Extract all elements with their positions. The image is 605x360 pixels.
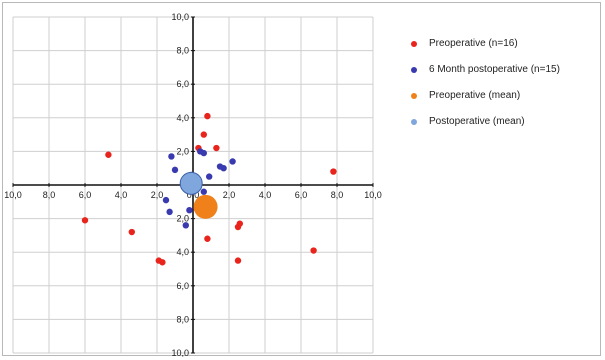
x-tick-label: 10,0 xyxy=(4,190,22,200)
x-tick-label: 4,0 xyxy=(115,190,128,200)
y-tick-label: 2,0 xyxy=(176,146,189,156)
chart-frame: 10,0 8,0 6,0 4,0 2,0 0,0 2,0 4,0 6,0 8,0 10,0 10,0 8… xyxy=(2,2,601,357)
scatter-plot: 10,0 8,0 6,0 4,0 2,0 0,0 2,0 4,0 6,0 8,0 10,0 10,0 8… xyxy=(4,12,382,357)
point-preoperative xyxy=(213,144,220,152)
legend-item-postoperative-6-month: 6 Month postoperative (n=15) xyxy=(411,63,601,83)
legend-marker-preoperative-mean xyxy=(411,93,417,99)
point-postoperative-6-month xyxy=(200,149,207,157)
point-preoperative xyxy=(204,112,211,120)
y-tick-label: 6,0 xyxy=(176,281,189,291)
point-postoperative-6-month xyxy=(171,166,179,174)
x-tick-label: 8,0 xyxy=(43,190,56,200)
point-postoperative-mean xyxy=(179,171,203,195)
y-tick-label: 8,0 xyxy=(176,46,189,56)
y-tick-label: 4,0 xyxy=(176,113,189,123)
legend-item-postoperative-mean: Postoperative (mean) xyxy=(411,115,601,135)
point-preoperative xyxy=(105,151,112,158)
y-tick-label: 6,0 xyxy=(176,79,189,89)
point-postoperative-6-month xyxy=(206,173,213,180)
point-preoperative xyxy=(310,247,317,254)
point-postoperative-6-month xyxy=(229,158,236,165)
point-preoperative xyxy=(200,131,207,138)
point-postoperative-6-month xyxy=(166,208,173,216)
point-postoperative-6-month xyxy=(162,196,170,204)
point-postoperative-6-month xyxy=(182,222,189,229)
point-preoperative xyxy=(330,168,337,175)
legend: Preoperative (n=16) 6 Month postoperativ… xyxy=(411,37,601,141)
point-preoperative-mean xyxy=(193,194,218,219)
point-postoperative-6-month xyxy=(186,207,193,214)
legend-label: Postoperative (mean) xyxy=(429,116,525,127)
y-tick-label: 4,0 xyxy=(176,247,189,257)
legend-label: 6 Month postoperative (n=15) xyxy=(429,64,560,75)
point-preoperative xyxy=(234,257,242,264)
x-tick-label: 2,0 xyxy=(223,190,236,200)
data-points xyxy=(81,112,337,266)
point-preoperative xyxy=(81,217,89,224)
legend-label: Preoperative (mean) xyxy=(429,90,521,101)
legend-marker-postoperative-6-month xyxy=(411,67,417,73)
point-preoperative xyxy=(128,228,135,236)
point-preoperative xyxy=(204,235,211,242)
x-tick-label: 4,0 xyxy=(259,190,272,200)
point-postoperative-6-month xyxy=(168,153,175,160)
x-tick-label: 0,0 xyxy=(187,190,200,200)
x-tick-label: 6,0 xyxy=(295,190,308,200)
legend-marker-preoperative xyxy=(411,41,417,47)
legend-item-preoperative-mean: Preoperative (mean) xyxy=(411,89,601,109)
tick-labels: 10,0 8,0 6,0 4,0 2,0 0,0 2,0 4,0 6,0 8,0 10,0 10,0 8… xyxy=(4,12,382,357)
y-tick-label: 2,0 xyxy=(176,214,189,224)
point-postoperative-6-month xyxy=(200,188,207,195)
x-tick-label: 6,0 xyxy=(79,190,92,200)
y-tick-label: 10,0 xyxy=(171,348,189,357)
point-preoperative xyxy=(236,220,243,227)
point-preoperative xyxy=(159,259,166,266)
legend-marker-postoperative-mean xyxy=(411,119,417,125)
y-tick-label: 10,0 xyxy=(171,12,189,22)
legend-item-preoperative: Preoperative (n=16) xyxy=(411,37,601,57)
legend-label: Preoperative (n=16) xyxy=(429,38,518,49)
point-postoperative-6-month xyxy=(220,165,227,172)
y-tick-label: 8,0 xyxy=(176,314,189,324)
x-tick-label: 10,0 xyxy=(364,190,382,200)
x-tick-label: 8,0 xyxy=(331,190,344,200)
x-tick-label: 2,0 xyxy=(151,190,164,200)
